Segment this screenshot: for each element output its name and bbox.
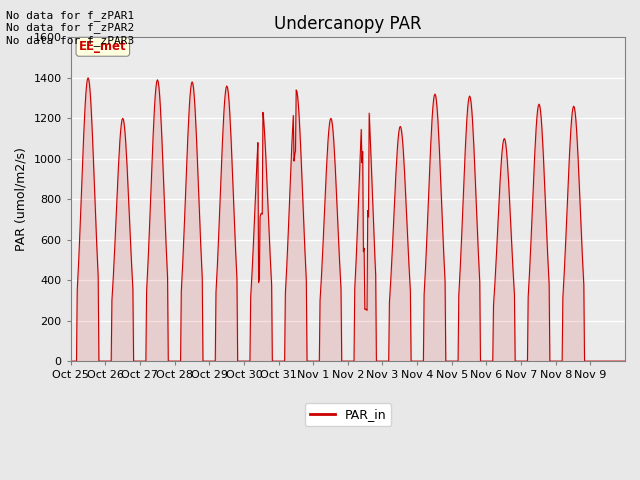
Text: No data for f_zPAR1
No data for f_zPAR2
No data for f_zPAR3: No data for f_zPAR1 No data for f_zPAR2 …	[6, 10, 134, 46]
Y-axis label: PAR (umol/m2/s): PAR (umol/m2/s)	[15, 147, 28, 251]
Legend: PAR_in: PAR_in	[305, 403, 391, 426]
Text: EE_met: EE_met	[79, 40, 127, 53]
Title: Undercanopy PAR: Undercanopy PAR	[274, 15, 422, 33]
